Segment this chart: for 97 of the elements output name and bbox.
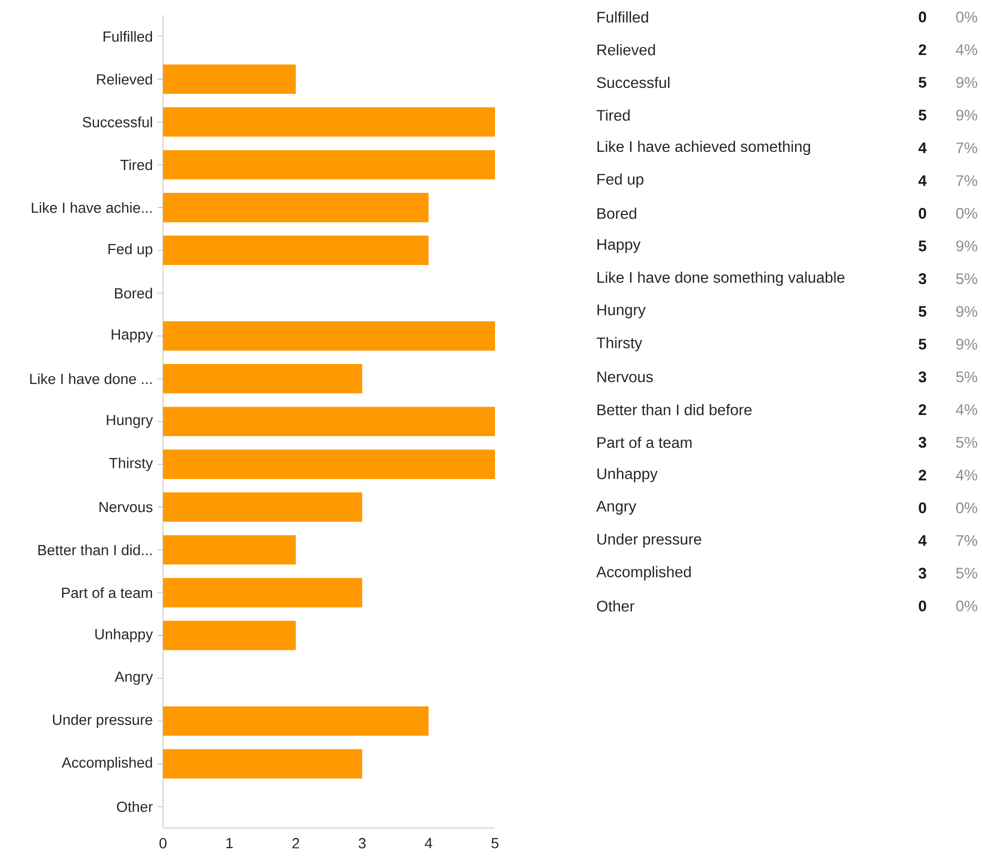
text: 5% [956,273,978,284]
bar [163,406,495,436]
data-label: 3 [918,273,926,284]
y-tick-label: Tired [120,159,152,170]
bar [163,492,362,522]
y-tick-label: Better than I did... [38,544,152,556]
text: 4% [956,470,978,480]
data-label: 2 [918,470,926,480]
x-tick-label: 4 [424,838,432,848]
text: 9% [956,77,978,88]
x-tick-label: 0 [159,838,166,848]
bar [163,364,362,394]
data-label: 2 [918,44,926,56]
data-label: 3 [918,371,926,382]
text: 0% [956,502,978,514]
category-label: Tired [596,110,630,121]
category-label: Like I have achieved something [598,140,810,156]
bar [163,535,296,565]
x-tick-label: 3 [358,838,366,848]
text: 7% [956,175,978,186]
data-label: 0 [918,502,926,514]
category-label: Like I have done something valuable [598,272,844,286]
y-tick-label: Part of a team [62,587,152,598]
category-label: Nervous [598,372,653,382]
data-label: 5 [918,306,926,317]
category-label: Bored [598,208,636,219]
y-tick-label: Successful [82,116,152,128]
bar [163,236,429,266]
y-tick-label: Fulfilled [104,31,152,42]
category-label: Unhappy [597,468,658,482]
data-label: 0 [918,600,926,612]
bar [163,150,495,180]
data-label: 0 [918,12,926,22]
category-label: Under pressure [597,533,702,548]
data-label: 4 [918,535,927,546]
text: 9% [956,240,978,252]
text: 7% [956,142,978,154]
y-tick-label: Unhappy [95,628,153,642]
text: 5% [956,436,978,448]
category-label: Successful [596,76,670,88]
data-label: 4 [918,142,927,154]
text: 4% [956,44,978,56]
y-tick-label: Bored [115,288,152,299]
text: 4% [956,404,978,415]
x-tick-label: 5 [492,838,498,848]
data-label: 5 [918,240,926,252]
bar [163,749,362,778]
y-tick-label: Angry [114,672,153,685]
category-label: Fed up [598,173,644,188]
category-label: Better than I did before [598,404,752,416]
bar [163,192,429,222]
y-tick-label: Fed up [108,244,152,258]
y-tick-label: Hungry [106,414,153,428]
data-label: 3 [918,436,926,448]
text: 5% [956,372,978,382]
category-label: Happy [598,239,641,253]
text: 0% [956,12,978,22]
data-label: 4 [918,175,927,186]
y-tick-label: Under pressure [53,714,152,728]
y-tick-label: Like I have done ... [30,373,152,384]
category-label: Fulfilled [598,11,648,23]
category-label: Hungry [598,304,646,318]
text: 7% [956,535,978,546]
category-label: Part of a team [598,436,692,448]
y-tick-label: Happy [112,329,153,342]
bar [163,64,296,94]
x-tick-label: 1 [226,838,233,848]
bar [163,321,495,351]
bar [163,706,429,736]
data-label: 5 [918,77,926,88]
data-label: 2 [918,404,926,415]
y-tick-label: Relieved [97,74,152,85]
bar [163,620,296,650]
category-label: Other [597,600,634,612]
y-tick-label: Other [116,801,153,812]
text: 9% [956,338,978,350]
text: 9% [956,110,978,121]
category-label: Angry [596,500,636,515]
y-tick-label: Like I have achie... [32,202,152,213]
bar [163,578,362,608]
category-label: Thirsty [596,337,642,352]
y-tick-label: Accomplished [62,756,152,771]
category-label: Relieved [598,44,655,56]
y-tick-label: Nervous [100,502,152,512]
y-tick-label: Thirsty [109,457,153,472]
data-label: 5 [918,338,926,350]
text: 9% [956,306,978,317]
category-label: Accomplished [596,566,691,580]
x-tick-label: 2 [292,838,300,848]
text: 5% [956,568,978,579]
data-label: 0 [918,208,926,219]
data-label: 5 [918,110,926,120]
text: 0% [956,600,978,612]
bar [163,450,495,479]
bar [163,107,495,137]
text: 0% [956,208,978,219]
data-label: 3 [918,568,926,579]
